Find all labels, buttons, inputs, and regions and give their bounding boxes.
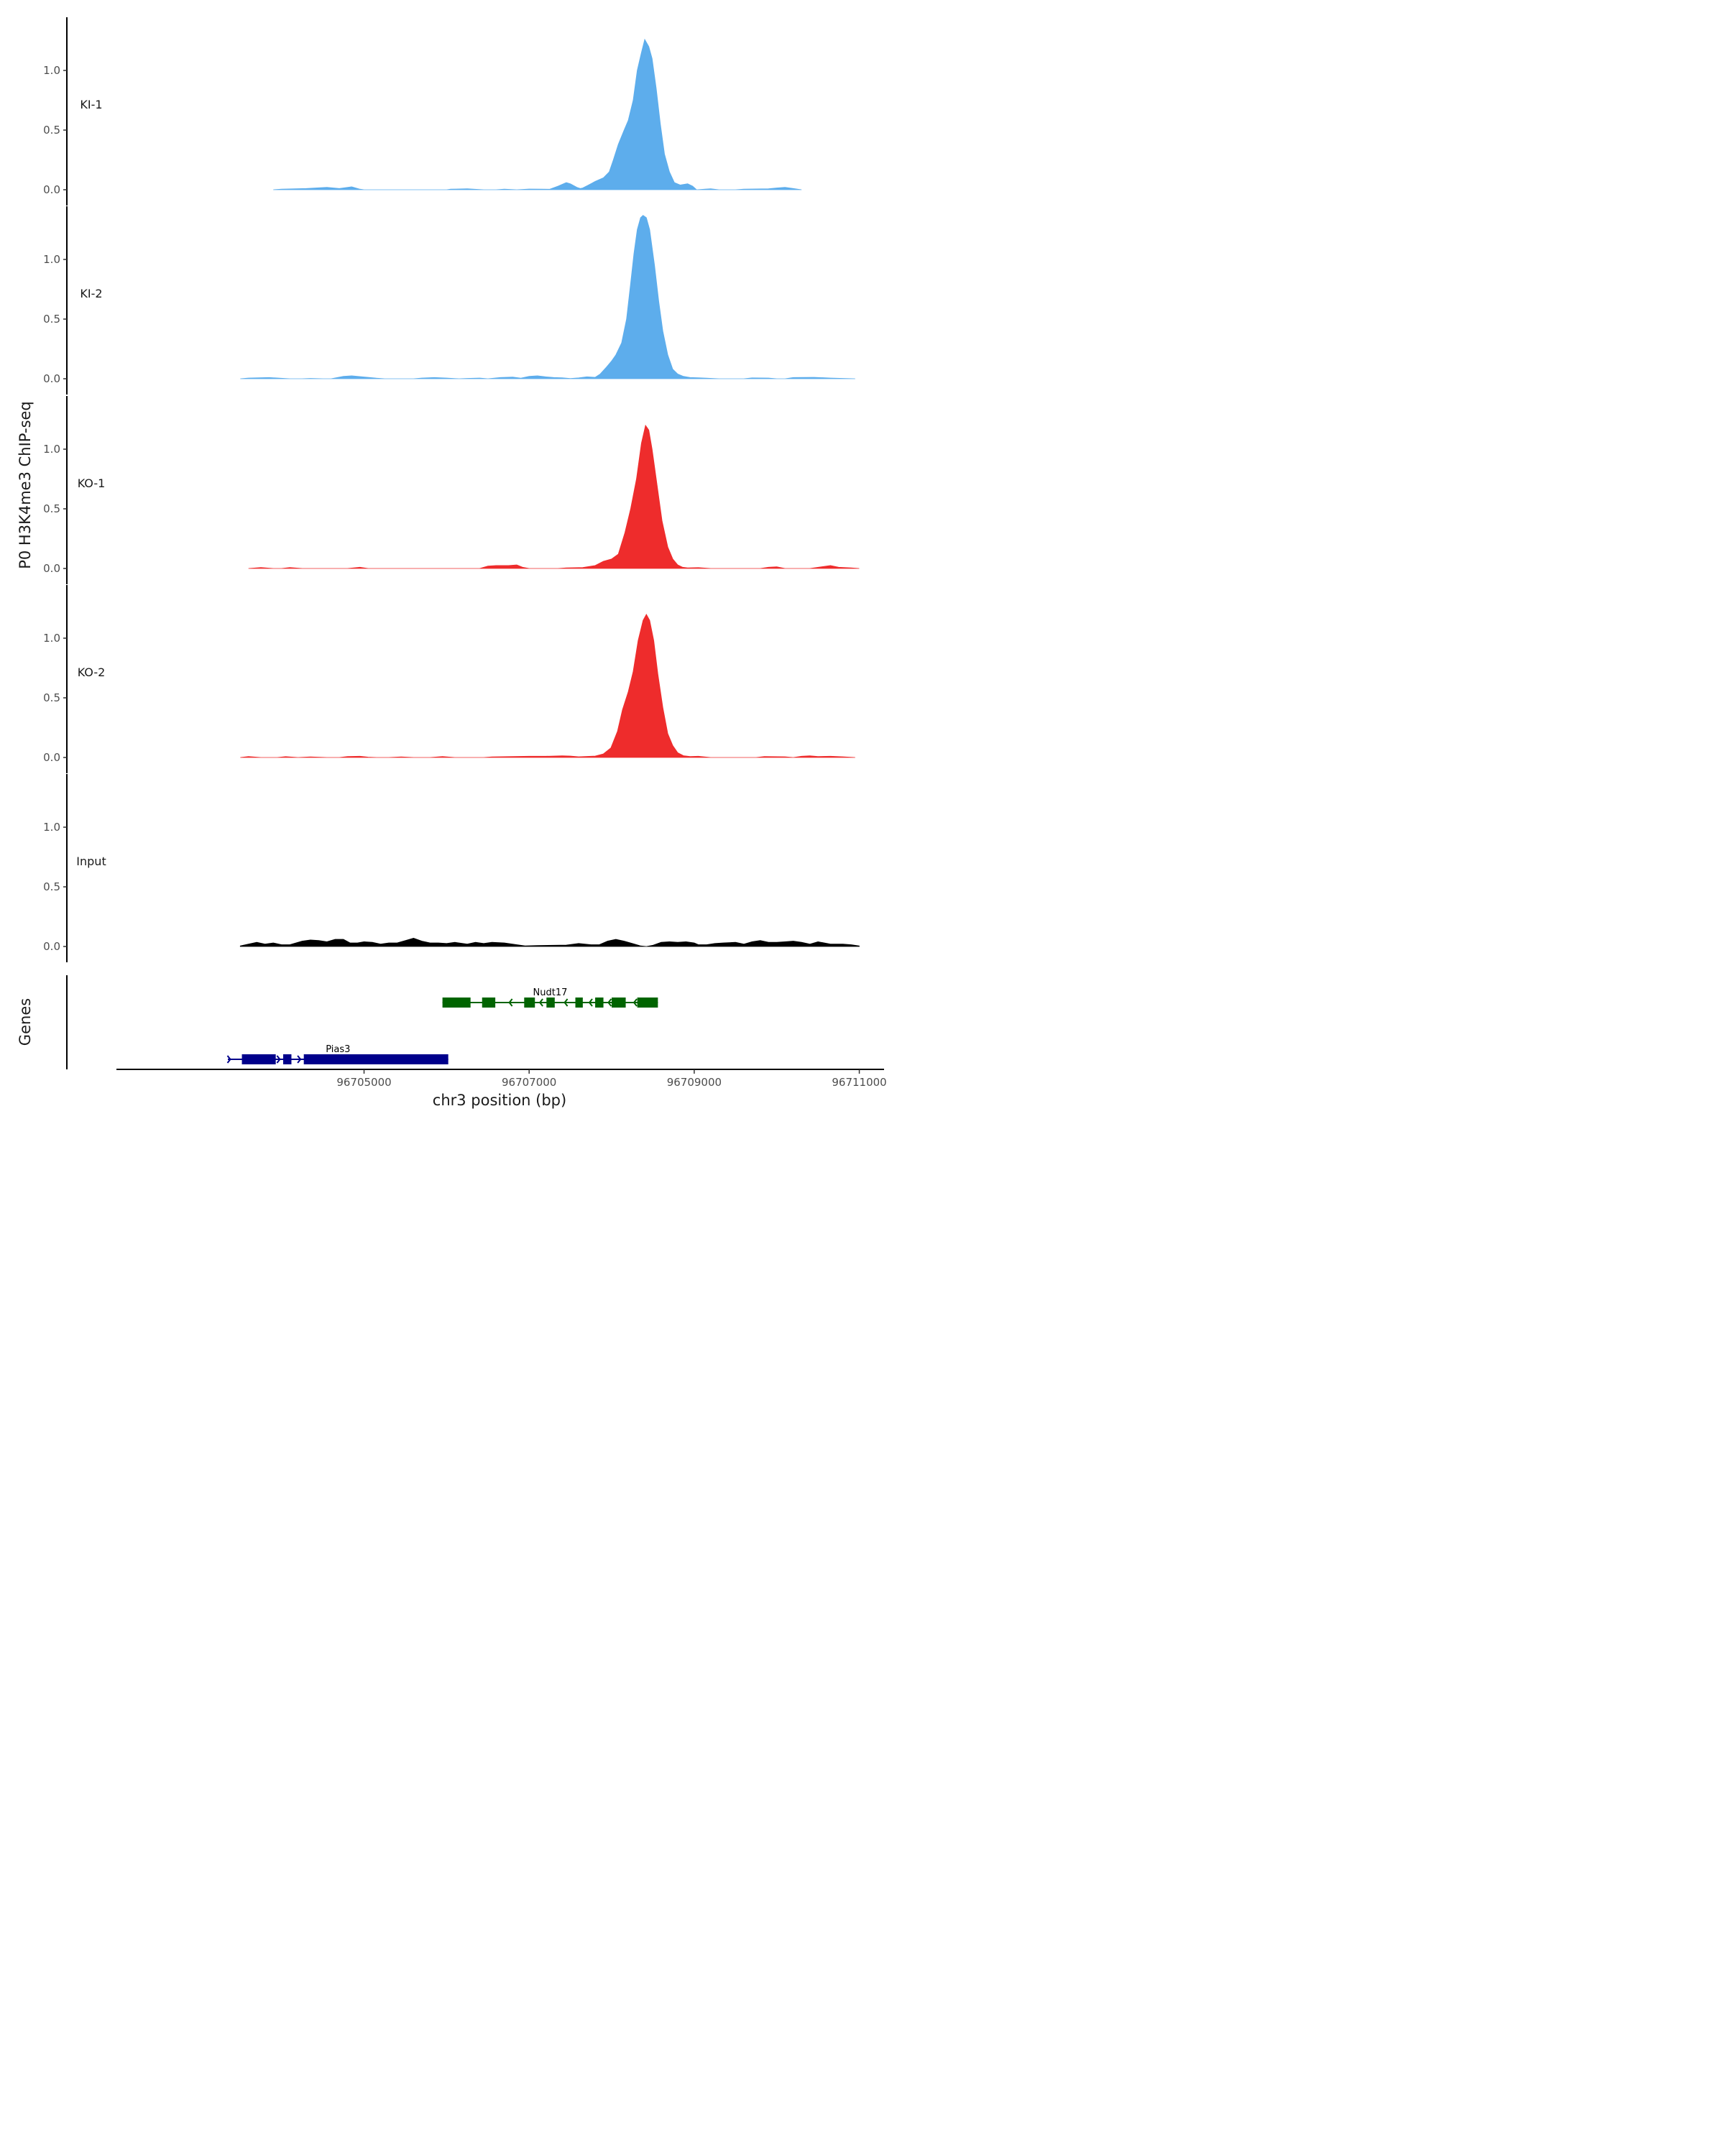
x-tick-label: 96707000 [502, 1076, 556, 1089]
signal-area [273, 38, 802, 190]
strand-arrow [588, 998, 593, 1007]
gene-pias3: Pias3 [226, 1044, 448, 1064]
y-tick-label: 0.0 [43, 372, 60, 385]
tracks-layer: 0.00.51.0KI-10.00.51.0KI-20.00.51.0KO-10… [43, 17, 860, 962]
track-panel-ko-2: 0.0 0.5 1.0 KO-2 [43, 585, 855, 773]
track-label: KO-2 [78, 665, 106, 679]
track-panel-ki-2: 0.0 0.5 1.0 KI-2 [43, 206, 855, 395]
y-tick-label: 0.0 [43, 751, 60, 764]
track-panel-ki-1: 0.0 0.5 1.0 KI-1 [43, 17, 802, 206]
signal-area [240, 613, 855, 758]
track-label: KO-1 [78, 476, 106, 490]
gene-exon [242, 1054, 276, 1064]
gene-exon [482, 998, 496, 1008]
strand-arrow [538, 998, 543, 1007]
signal-area [240, 215, 855, 379]
strand-arrow [226, 1055, 231, 1064]
track-panel-input: 0.0 0.5 1.0 Input [43, 774, 860, 962]
y-tick-label: 1.0 [43, 821, 60, 834]
y-tick-label: 1.0 [43, 632, 60, 645]
strand-arrow [276, 1055, 281, 1064]
y-tick-label: 0.5 [43, 502, 60, 515]
signal-area [248, 424, 860, 569]
x-axis-title: chr3 position (bp) [433, 1092, 566, 1109]
gene-exon [524, 998, 535, 1008]
y-tick-label: 0.0 [43, 562, 60, 575]
y-tick-label: 0.0 [43, 183, 60, 196]
strand-arrow [297, 1055, 302, 1064]
y-tick-label: 0.5 [43, 880, 60, 893]
gene-exon [282, 1054, 292, 1064]
x-tick-label: 96705000 [336, 1076, 391, 1089]
x-tick-label: 96709000 [667, 1076, 722, 1089]
genes-layer: Pias3 Nudt17 [66, 975, 658, 1069]
chip-seq-track-plot: 0.00.51.0KI-10.00.51.0KI-20.00.51.0KO-10… [17, 17, 887, 1109]
genes-axis-title: Genes [17, 998, 34, 1046]
y-tick-label: 0.5 [43, 124, 60, 137]
gene-exon [546, 998, 555, 1008]
track-label: KI-2 [80, 287, 102, 300]
track-label: KI-1 [80, 98, 102, 111]
track-panel-ko-1: 0.0 0.5 1.0 KO-1 [43, 396, 860, 584]
gene-name-label: Pias3 [326, 1044, 350, 1055]
gene-exon [612, 998, 626, 1008]
x-tick-label: 96711000 [832, 1076, 886, 1089]
y-tick-label: 1.0 [43, 253, 60, 266]
y-tick-label: 0.0 [43, 940, 60, 953]
x-axis: 96705000 96707000 96709000 96711000 [116, 1069, 887, 1089]
y-tick-label: 0.5 [43, 313, 60, 326]
strand-arrow [632, 998, 638, 1007]
gene-exon [595, 998, 604, 1008]
gene-exon [637, 998, 658, 1008]
gene-exon [442, 998, 471, 1008]
y-tick-label: 1.0 [43, 64, 60, 77]
strand-arrow [508, 998, 513, 1007]
gene-exon [303, 1054, 448, 1064]
y-axis-title: P0 H3K4me3 ChIP-seq [17, 401, 34, 569]
gene-exon [575, 998, 583, 1008]
y-tick-label: 0.5 [43, 691, 60, 704]
y-tick-label: 1.0 [43, 443, 60, 456]
strand-arrow [607, 998, 612, 1007]
gene-name-label: Nudt17 [533, 987, 568, 998]
strand-arrow [564, 998, 569, 1007]
track-label: Input [76, 854, 106, 868]
signal-area [239, 937, 860, 947]
gene-nudt17: Nudt17 [442, 987, 658, 1008]
